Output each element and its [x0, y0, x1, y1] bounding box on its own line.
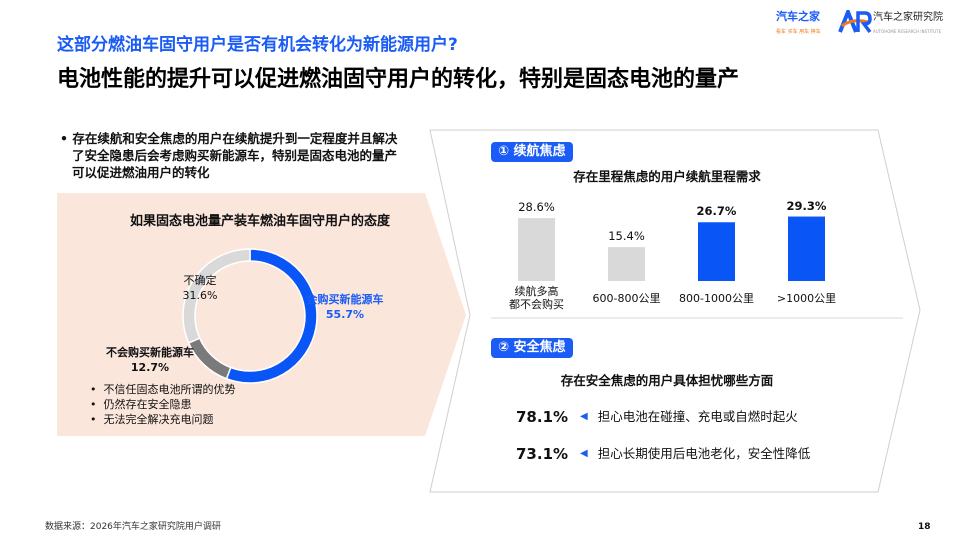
- concern-text: 担心电池在碰撞、充电或自燃时起火: [597, 409, 798, 424]
- summary-bullet: • 存在续航和安全焦虑的用户在续航提升到一定程度并且解决了安全隐患后会考虑购买新…: [60, 131, 398, 180]
- triangle-left-icon: ◀: [580, 411, 588, 422]
- bar-category-label: 600-800公里: [592, 292, 661, 305]
- data-source: 数据来源：2026年汽车之家研究院用户调研: [45, 522, 221, 532]
- summary-text: 存在续航和安全焦虑的用户在续航提升到一定程度并且解决了安全隐患后会考虑购买新能源…: [72, 131, 398, 180]
- bar: [608, 247, 645, 281]
- concern-pct: 73.1%: [516, 445, 569, 463]
- reason-item: • 仍然存在安全隐患: [90, 398, 192, 411]
- donut-title: 如果固态电池量产装车燃油车固守用户的态度: [129, 214, 390, 229]
- badge-safety-anxiety: ② 安全焦虑: [491, 338, 573, 358]
- bar-value-label: 29.3%: [786, 198, 827, 213]
- slice-label-will-buy: 会购买新能源车 55.7%: [306, 293, 384, 321]
- reasons-list: • 不信任固态电池所谓的优势 • 仍然存在安全隐患 • 无法完全解决充电问题: [90, 382, 235, 427]
- institute-name: 汽车之家研究院: [873, 12, 943, 23]
- bar: [518, 218, 555, 281]
- left-chevron-panel: [57, 193, 466, 436]
- institute-logo-icon: [838, 10, 872, 34]
- slice-label-uncertain: 不确定 31.6%: [182, 274, 218, 302]
- bar-value-label: 15.4%: [608, 229, 645, 244]
- page-number: 18: [918, 522, 931, 532]
- donut-slice: [182, 248, 251, 344]
- bar-category-label: 800-1000公里: [679, 292, 754, 305]
- headline: 电池性能的提升可以促进燃油固守用户的转化，特别是固态电池的量产: [57, 67, 740, 92]
- concern-row: 78.1% ◀ 担心电池在碰撞、充电或自燃时起火: [516, 408, 798, 426]
- slice-label-wont-buy: 不会购买新能源车 12.7%: [106, 346, 194, 374]
- concern-pct: 78.1%: [516, 408, 569, 426]
- autohome-logo: 汽车之家: [776, 10, 820, 23]
- bar-value-label: 26.7%: [696, 204, 737, 219]
- donut-chart: [182, 248, 318, 384]
- reason-item: • 不信任固态电池所谓的优势: [90, 383, 236, 396]
- reason-item: • 无法完全解决充电问题: [90, 413, 214, 426]
- triangle-left-icon: ◀: [580, 448, 588, 459]
- institute-name-en: AUTOHOME RESEARCH INSTITUTE: [873, 29, 942, 34]
- bar-value-label: 28.6%: [518, 200, 555, 215]
- safety-title: 存在安全焦虑的用户具体担忧哪些方面: [560, 373, 774, 388]
- concern-row: 73.1% ◀ 担心长期使用后电池老化，安全性降低: [516, 445, 810, 463]
- bar-chart-title: 存在里程焦虑的用户续航里程需求: [573, 169, 761, 184]
- autohome-slogan: 看车 买车 用车 换车: [776, 29, 821, 35]
- concern-text: 担心长期使用后电池老化，安全性降低: [597, 446, 811, 461]
- question-title: 这部分燃油车固守用户是否有机会转化为新能源用户?: [57, 35, 458, 55]
- bar: [698, 222, 735, 281]
- bar-category-label: 续航多高 都不会购买: [509, 285, 564, 311]
- bar-category-label: >1000公里: [776, 292, 837, 305]
- bar: [788, 216, 825, 281]
- bar-chart: [518, 216, 825, 281]
- badge-range-anxiety: ① 续航焦虑: [491, 142, 573, 162]
